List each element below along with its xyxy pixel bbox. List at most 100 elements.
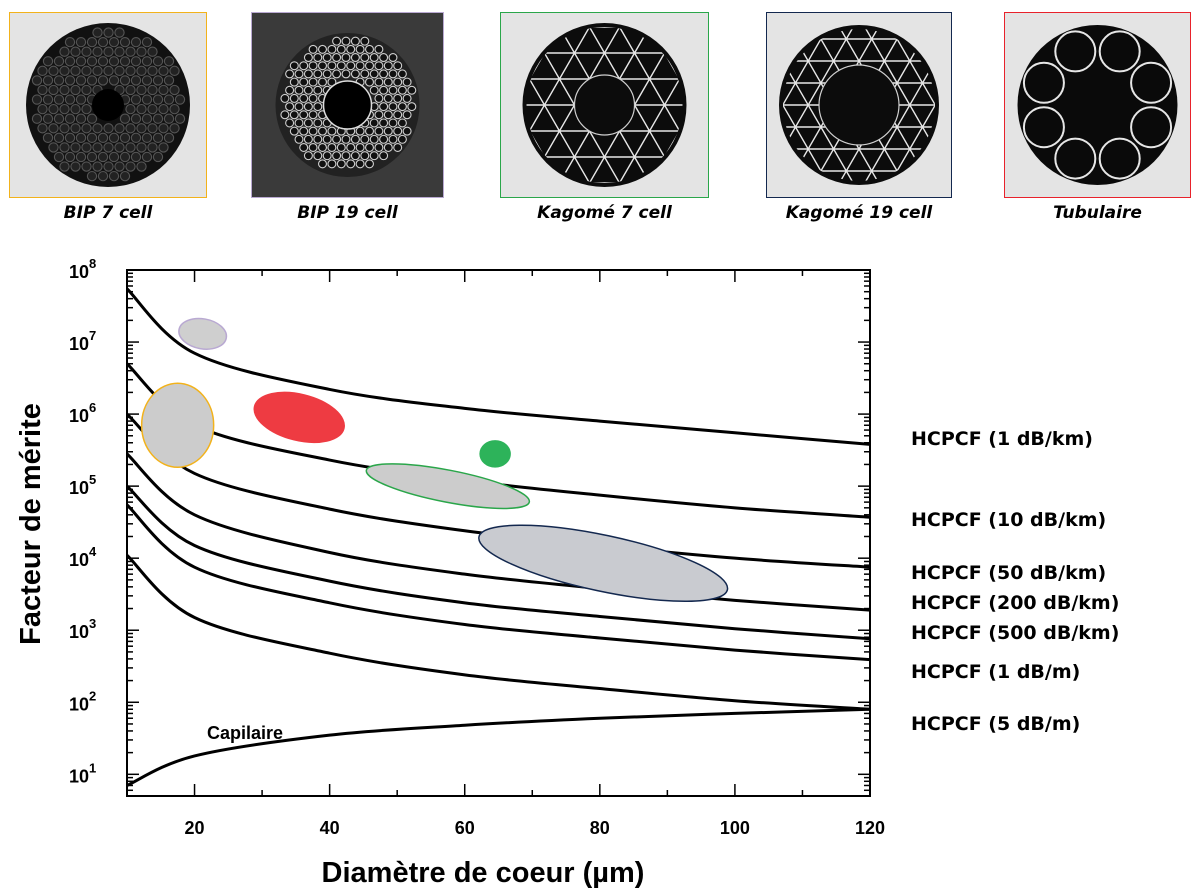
cladding-cell bbox=[136, 103, 147, 115]
cladding-cell bbox=[163, 75, 175, 86]
cladding-cell bbox=[130, 151, 142, 163]
curve-hcpcf-1-db-m- bbox=[127, 503, 870, 662]
cladding-cell bbox=[130, 132, 142, 144]
thumbnail-kagome19 bbox=[766, 12, 952, 198]
cladding-cell bbox=[119, 113, 131, 124]
cladding-cell bbox=[383, 61, 393, 71]
y-tick-label: 104 bbox=[69, 544, 97, 570]
cladding-cell bbox=[136, 161, 147, 172]
cladding-cell bbox=[147, 103, 158, 115]
cladding-cell bbox=[379, 85, 389, 95]
fiber-regions bbox=[140, 317, 729, 603]
cladding-cell bbox=[332, 134, 342, 144]
cladding-cell bbox=[294, 118, 304, 128]
hollow-core bbox=[322, 80, 373, 130]
cladding-cell bbox=[402, 126, 412, 136]
cladding-cell bbox=[86, 113, 98, 124]
cladding-cell bbox=[393, 61, 403, 71]
cladding-cell bbox=[289, 110, 299, 120]
cladding-cell bbox=[303, 69, 313, 79]
cladding-cell bbox=[374, 61, 384, 71]
cladding-cell bbox=[92, 123, 103, 134]
cladding-cell bbox=[169, 65, 180, 77]
cladding-cell bbox=[365, 159, 374, 169]
cladding-cell bbox=[136, 142, 147, 153]
cladding-cell bbox=[53, 56, 65, 67]
cladding-cell bbox=[369, 118, 379, 128]
cladding-cell bbox=[119, 151, 131, 163]
cladding-cell bbox=[75, 113, 87, 124]
cladding-cell bbox=[383, 110, 393, 120]
cladding-cell bbox=[336, 159, 346, 169]
cladding-cell bbox=[108, 170, 120, 182]
lattice-strut bbox=[548, 27, 683, 183]
cladding-cell bbox=[322, 69, 332, 79]
cladding-cell bbox=[393, 126, 403, 136]
cladding-cell bbox=[64, 36, 76, 48]
cladding-cell bbox=[130, 94, 142, 105]
x-tick-label: 120 bbox=[855, 818, 885, 838]
hollow-core bbox=[92, 89, 124, 121]
x-tick-label: 60 bbox=[455, 818, 475, 838]
lattice-strut bbox=[783, 29, 903, 181]
cladding-cell bbox=[374, 110, 384, 120]
cladding-cell bbox=[350, 151, 360, 161]
cladding-cell bbox=[365, 61, 374, 71]
cladding-cell bbox=[59, 84, 70, 96]
cladding-cell bbox=[64, 132, 76, 144]
curve-label: HCPCF (1 dB/km) bbox=[911, 428, 1093, 450]
cladding-cell bbox=[70, 161, 81, 172]
cladding-cell bbox=[141, 132, 153, 144]
cladding-cell bbox=[81, 65, 92, 77]
cladding-cell bbox=[81, 123, 92, 134]
cladding-cell bbox=[383, 77, 393, 87]
cladding-cell bbox=[308, 142, 318, 152]
region-bip-19-cell bbox=[178, 317, 228, 350]
cladding-cell bbox=[402, 110, 412, 120]
cladding-cell bbox=[81, 46, 92, 57]
curve-hcpcf-500-db-km- bbox=[127, 485, 870, 641]
cladding-cell bbox=[114, 123, 125, 134]
cladding-cell bbox=[318, 126, 327, 136]
region-tubulaire bbox=[253, 391, 345, 444]
cladding-cell bbox=[303, 118, 313, 128]
cladding-disc bbox=[1017, 25, 1178, 185]
cladding-cell bbox=[75, 36, 87, 48]
cladding-cell bbox=[369, 85, 379, 95]
curve-label: HCPCF (50 dB/km) bbox=[911, 562, 1106, 584]
cladding-cell bbox=[318, 159, 327, 169]
cladding-cell bbox=[280, 93, 290, 103]
cladding-cell bbox=[130, 75, 142, 86]
cladding-cell bbox=[285, 85, 295, 95]
merit-factor-chart: 20 40 60 80 100 120 101 102 103 104 105 106 107 108 Di… bbox=[15, 256, 1119, 889]
cladding-cell bbox=[397, 118, 407, 128]
cladding-cell bbox=[374, 44, 384, 54]
cladding-cell bbox=[346, 44, 356, 54]
y-tick-label: 101 bbox=[69, 760, 96, 786]
cladding-cell bbox=[397, 102, 407, 112]
cladding-cell bbox=[383, 93, 393, 103]
cladding-cell bbox=[308, 110, 318, 120]
capillary-tube bbox=[1098, 30, 1141, 73]
cladding-cell bbox=[103, 161, 114, 172]
caption-bip19: BIP 19 cell bbox=[297, 203, 398, 223]
cladding-cell bbox=[365, 77, 374, 87]
cladding-cell bbox=[360, 69, 370, 79]
curve-label: HCPCF (500 dB/km) bbox=[911, 622, 1119, 644]
cladding-cell bbox=[42, 94, 54, 105]
y-tick-label: 108 bbox=[69, 256, 96, 282]
cladding-cell bbox=[289, 77, 299, 87]
capillary-tube bbox=[1130, 106, 1173, 149]
cladding-cell bbox=[350, 53, 360, 63]
curve-hcpcf-5-db-m- bbox=[127, 554, 870, 711]
curve-label: HCPCF (5 dB/m) bbox=[911, 713, 1080, 735]
cladding-cell bbox=[327, 159, 337, 169]
cladding-cell bbox=[402, 77, 412, 87]
cladding-cell bbox=[141, 75, 153, 86]
curve-capilaire bbox=[127, 707, 870, 787]
cladding-cell bbox=[327, 61, 337, 71]
cladding-cell bbox=[147, 84, 158, 96]
cladding-cell bbox=[346, 61, 356, 71]
cladding-cell bbox=[303, 85, 313, 95]
cladding-cell bbox=[402, 93, 412, 103]
